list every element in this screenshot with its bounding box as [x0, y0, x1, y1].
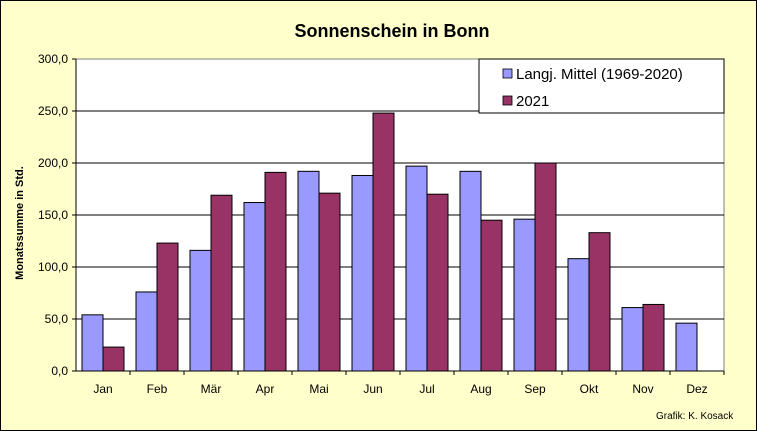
x-tick-label: Mär: [201, 382, 222, 396]
bars: [81, 112, 698, 372]
bar-mittel-Dez: [675, 322, 698, 372]
bar-2021-Jul: [426, 193, 449, 372]
bar-2021-Mai: [318, 192, 341, 372]
chart-title: Sonnenschein in Bonn: [294, 21, 489, 41]
x-tick-label: Feb: [147, 382, 168, 396]
bar-mittel-Jan: [81, 314, 104, 372]
bar-mittel-Sep: [513, 218, 536, 372]
y-tick-label: 50,0: [45, 312, 69, 326]
y-tick-label: 100,0: [38, 260, 68, 274]
bar-2021-Jan: [102, 346, 125, 372]
bar-2021-Jun: [372, 112, 395, 372]
bar-mittel-Okt: [567, 258, 590, 372]
x-tick-label: Apr: [256, 382, 275, 396]
y-tick-label: 150,0: [38, 208, 68, 222]
bar-2021-Okt: [588, 232, 611, 372]
bar-mittel-Apr: [243, 202, 266, 372]
bar-mittel-Mai: [297, 170, 320, 372]
legend-label-mittel: Langj. Mittel (1969-2020): [516, 66, 683, 83]
bar-2021-Feb: [156, 242, 179, 372]
legend-swatch-mittel: [502, 68, 513, 79]
bar-2021-Mär: [210, 194, 233, 372]
y-tick-label: 250,0: [38, 104, 68, 118]
y-tick-label: 300,0: [38, 52, 68, 66]
legend: Langj. Mittel (1969-2020) 2021: [478, 58, 725, 114]
x-tick-label: Dez: [686, 382, 707, 396]
bar-mittel-Jun: [351, 174, 374, 372]
bar-2021-Aug: [480, 219, 503, 372]
y-tick-label: 0,0: [51, 364, 68, 378]
y-ticks: 0,0 50,0 100,0 150,0 200,0 250,0 300,0: [38, 52, 76, 378]
x-tick-label: Sep: [524, 382, 546, 396]
bar-mittel-Jul: [405, 165, 428, 372]
bar-2021-Sep: [534, 162, 557, 372]
credit: Grafik: K. Kosack: [656, 411, 734, 422]
legend-box: [478, 58, 725, 114]
x-tick-label: Nov: [632, 382, 653, 396]
x-tick-label: Mai: [309, 382, 328, 396]
bar-2021-Apr: [264, 171, 287, 372]
x-ticks: Jan Feb Mär Apr Mai Jun Jul Aug Sep Okt Nov Dez: [93, 371, 725, 396]
bar-mittel-Aug: [459, 170, 482, 372]
x-tick-label: Okt: [580, 382, 599, 396]
x-tick-label: Jun: [363, 382, 382, 396]
bar-2021-Nov: [642, 303, 665, 372]
bar-mittel-Mär: [189, 249, 212, 372]
x-tick-label: Jul: [419, 382, 434, 396]
x-tick-label: Aug: [470, 382, 491, 396]
bar-mittel-Nov: [621, 307, 644, 372]
y-axis-label: Monatssumme in Std.: [14, 166, 26, 280]
y-tick-label: 200,0: [38, 156, 68, 170]
legend-label-2021: 2021: [516, 93, 549, 110]
bar-mittel-Feb: [135, 291, 158, 372]
x-tick-label: Jan: [93, 382, 112, 396]
legend-swatch-2021: [502, 95, 513, 106]
